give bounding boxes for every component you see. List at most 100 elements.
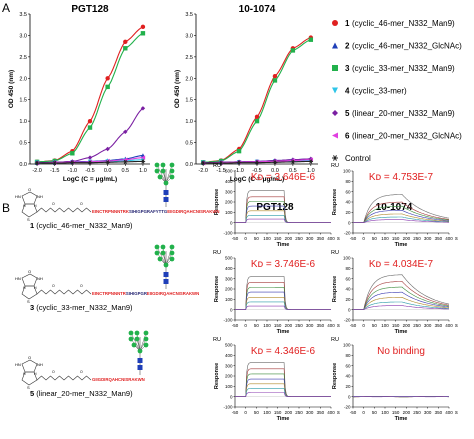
- compound-name: (linear_20-mer_N332_Man9): [36, 389, 133, 398]
- spr-x-tick-label: 100: [381, 236, 389, 241]
- spr-y-tick-label: 300: [225, 363, 233, 368]
- atom-o: O: [52, 370, 55, 374]
- elisa-point-Control: [218, 160, 224, 166]
- elisa-title: 10-1074: [239, 4, 276, 15]
- spr-x-tick-label: 50: [254, 323, 260, 328]
- compound-label: 5 (linear_20-mer_N332_Man9): [30, 389, 133, 398]
- elisa-series-3: [34, 31, 146, 165]
- legend-label: (cyclic_33-mer): [352, 87, 407, 96]
- spr-trace: [353, 274, 450, 310]
- spr-y-tick-label: 60: [345, 363, 351, 368]
- spr-x-tick-label: 150: [392, 410, 400, 415]
- atom-o: O: [52, 202, 55, 206]
- spr-y-tick-label: 400: [225, 179, 233, 184]
- elisa-point-3: [290, 48, 296, 53]
- spr-y-tick-label: 100: [343, 256, 351, 261]
- spr-y-tick-label: 20: [345, 210, 351, 215]
- mannose-circle: [134, 330, 140, 336]
- spr-kd-label: Kᴅ = 3.746E-6: [251, 259, 316, 270]
- spr-x-tick-label: 350: [317, 323, 325, 328]
- spr-x-tick-label: 150: [274, 236, 282, 241]
- legend-number: 1: [345, 19, 350, 28]
- atom-s: S: [27, 217, 30, 222]
- glcnac-square: [137, 358, 143, 363]
- compound-name: (cyclic_46-mer_N332_Man9): [36, 221, 133, 230]
- spr-x-tick-label: 300: [306, 410, 314, 415]
- spr-x-tick-label: 400: [445, 236, 453, 241]
- spr-x-tick-label: 0: [362, 323, 365, 328]
- elisa-series-5: [34, 106, 146, 165]
- glcnac-square: [163, 197, 169, 202]
- atom-o: O: [80, 202, 83, 206]
- legend-label: (cyclic_46-mer_N332_Man9): [352, 19, 455, 28]
- spr-x-unit: s: [337, 323, 340, 329]
- sequence-segment: EIIGDIRQAHCNISRAKWN: [167, 209, 219, 214]
- y-tick-label: 0.5: [19, 141, 27, 147]
- elisa-point-1: [105, 76, 110, 81]
- spr-y-tick-label: 80: [345, 266, 351, 271]
- mannose-circle: [154, 162, 160, 168]
- spr-y-unit: RU: [331, 163, 339, 169]
- spr-x-tick-label: 250: [413, 323, 421, 328]
- y-tick-label: 0.5: [185, 141, 193, 147]
- spr-y-tick-label: 40: [345, 374, 351, 379]
- mannose-circle: [169, 256, 175, 262]
- mannose-circle: [137, 348, 143, 354]
- compound-number: 5: [30, 389, 36, 398]
- biotin-ring-top: [21, 273, 38, 287]
- spr-y-tick-label: 0: [348, 307, 351, 312]
- spr-x-tick-label: 250: [295, 236, 303, 241]
- spr-x-tick-label: 400: [445, 410, 453, 415]
- elisa-point-Control: [272, 160, 278, 165]
- elisa-point-3: [105, 84, 110, 90]
- spr-x-tick-label: 250: [413, 236, 421, 241]
- x-tick-label: -1.0: [234, 168, 243, 174]
- elisa-point-Control: [200, 160, 206, 166]
- legend-item-4: 4 (cyclic_33-mer): [332, 87, 407, 96]
- legend-number: 5: [345, 109, 350, 118]
- spr-x-tick-label: 50: [372, 323, 378, 328]
- spr-x-tick-label: -50: [232, 323, 239, 328]
- spr-trace: [235, 373, 331, 397]
- linker-chain: [36, 289, 92, 295]
- legend-label: (linear_20-mer_N332_GlcNAc): [352, 132, 462, 141]
- spr-y-tick-label: -20: [344, 231, 351, 236]
- spr-x-tick-label: 350: [435, 236, 443, 241]
- elisa-point-Control: [308, 159, 314, 164]
- legend-label: (linear_20-mer_N332_Man9): [352, 109, 455, 118]
- elisa-point-Control: [52, 160, 57, 166]
- spr-y-axis-label: Response: [332, 189, 338, 215]
- mannose-circle: [163, 262, 169, 268]
- elisa-chart-1: PGT128 0.0 0.5 1.0 1.5 2.0 2.5 3.0 3.5 -2.0 -1.5 -1…: [8, 4, 150, 183]
- spr-x-tick-label: 200: [285, 323, 293, 328]
- elisa-line-1: [203, 37, 311, 163]
- spr-x-tick-label: 150: [392, 323, 400, 328]
- spr-trace: [353, 286, 450, 310]
- atom-hn: HN: [15, 276, 21, 281]
- spr-x-axis-label: Time: [395, 416, 408, 422]
- spr-x-tick-label: 50: [372, 236, 378, 241]
- atom-o: O: [52, 284, 55, 288]
- glycan-bond: [156, 164, 167, 184]
- y-tick-label: 1.5: [19, 98, 27, 104]
- elisa-point-Control: [87, 160, 93, 165]
- spr-x-tick-label: 200: [285, 236, 293, 241]
- elisa-point-1: [254, 114, 260, 120]
- elisa-point-3: [272, 78, 278, 83]
- spr-y-tick-label: -100: [223, 318, 233, 323]
- elisa-point-Control: [70, 160, 75, 165]
- spr-y-tick-label: 200: [225, 374, 233, 379]
- sequence-segment: EINCTRPNNNTR: [92, 291, 127, 296]
- spr-trace: [353, 213, 450, 223]
- spr-x-tick-label: -50: [350, 410, 357, 415]
- spr-y-tick-label: 400: [225, 266, 233, 271]
- spr-y-tick-label: 0: [348, 220, 351, 225]
- spr-x-tick-label: 0: [244, 236, 247, 241]
- spr-x-tick-label: 200: [403, 323, 411, 328]
- spr-x-axis-label: Time: [395, 242, 408, 248]
- spr-y-tick-label: -100: [223, 405, 233, 410]
- spr-y-tick-label: 100: [225, 210, 233, 215]
